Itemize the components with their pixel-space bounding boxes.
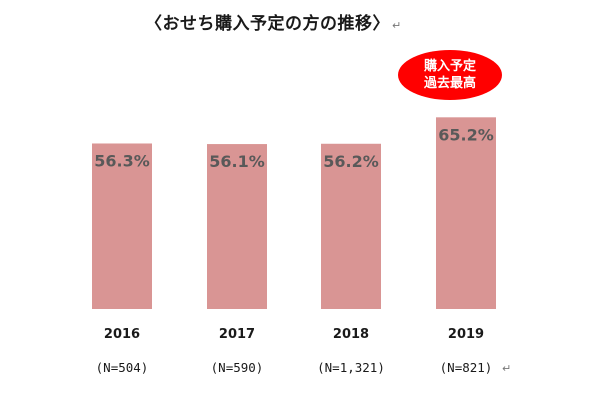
x-tick-label: 2019 <box>448 327 484 342</box>
bar-2018 <box>321 143 381 309</box>
sample-size-label: (N=504) <box>96 360 149 375</box>
bar-2017 <box>207 144 267 309</box>
bar-value-label: 56.1% <box>209 152 265 171</box>
sample-size-label: (N=590) <box>211 360 264 375</box>
return-mark-icon: ↵ <box>392 19 402 32</box>
bar-value-label: 56.3% <box>94 151 150 170</box>
x-tick-label: 2018 <box>333 327 369 342</box>
record-high-badge: 購入予定 過去最高 <box>398 50 502 100</box>
chart-title-text: 〈おせち購入予定の方の推移〉 <box>145 14 390 34</box>
sample-size-label: (N=821) <box>440 360 493 375</box>
x-tick-label: 2017 <box>219 327 255 342</box>
bar-value-label: 56.2% <box>323 152 379 171</box>
badge-line-2: 過去最高 <box>423 76 476 91</box>
sample-size-label: (N=1,321) <box>317 360 385 375</box>
bar-2019 <box>436 117 496 309</box>
chart-title: 〈おせち購入予定の方の推移〉 ↵ <box>145 9 402 34</box>
badge-line-1: 購入予定 <box>423 59 476 74</box>
bar-2016 <box>92 143 152 309</box>
x-tick-label: 2016 <box>104 327 140 342</box>
sample-return-mark-icon: ↵ <box>502 362 511 375</box>
bar-value-label: 65.2% <box>438 125 494 144</box>
